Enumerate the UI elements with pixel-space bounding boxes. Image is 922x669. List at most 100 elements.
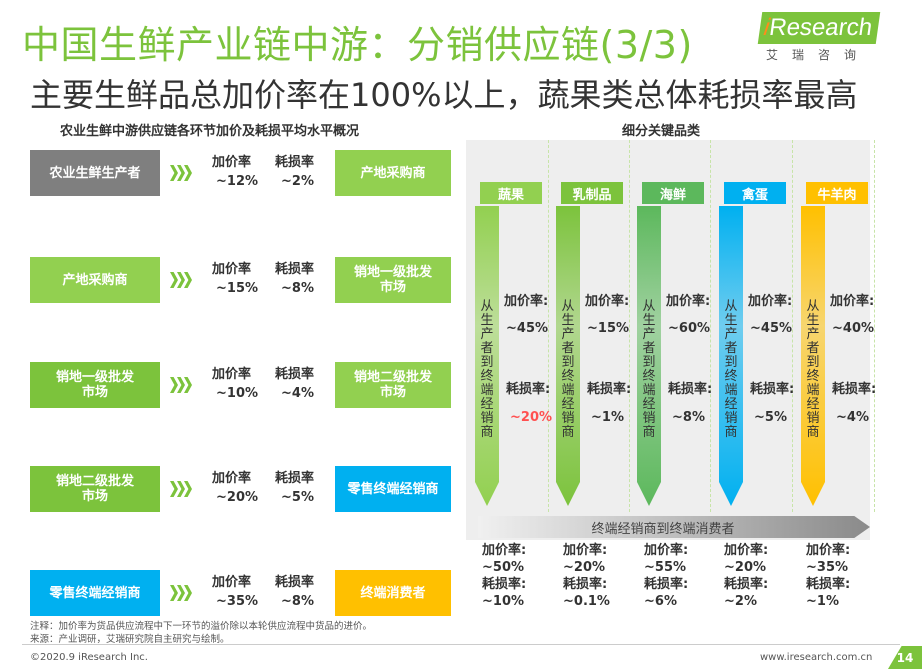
bottom-loss-label: 耗损率: <box>644 577 689 592</box>
markup-value: ~45% <box>506 321 549 336</box>
chevron-arrow-icon <box>170 377 192 393</box>
loss-value: ~5% <box>281 490 314 505</box>
stage-from-box: 零售终端经销商 <box>30 570 160 616</box>
source-text: 来源：产业调研，艾瑞研究院自主研究与绘制。 <box>30 634 230 645</box>
bottom-markup-label: 加价率: <box>563 543 608 558</box>
markup-value: ~40% <box>832 321 875 336</box>
loss-value: ~4% <box>836 410 869 425</box>
bottom-loss-label: 耗损率: <box>806 577 851 592</box>
vertical-flow-text: 从生产者到终端经销商 <box>480 299 494 440</box>
bottom-markup-value: ~35% <box>806 560 849 575</box>
page-number: 14 <box>888 646 922 669</box>
bottom-markup-value: ~50% <box>482 560 525 575</box>
column-divider <box>874 140 875 512</box>
footer-divider <box>22 644 900 645</box>
stage-to-box: 销地一级批发 市场 <box>335 257 451 303</box>
markup-label: 加价率 <box>212 575 252 590</box>
markup-label: 加价率 <box>212 262 252 277</box>
chevron-arrow-icon <box>170 165 192 181</box>
stage-from-box: 销地二级批发 市场 <box>30 466 160 512</box>
chevron-arrow-icon <box>170 272 192 288</box>
bottom-loss-value: ~2% <box>724 594 757 609</box>
logo-cn: 艾瑞咨询 <box>766 48 871 62</box>
loss-value: ~1% <box>591 410 624 425</box>
markup-label: 加价率: <box>504 294 549 309</box>
bottom-loss-label: 耗损率: <box>482 577 527 592</box>
category-label: 牛羊肉 <box>806 182 868 204</box>
loss-label: 耗损率: <box>750 382 795 397</box>
markup-value: ~15% <box>216 281 259 296</box>
page-subtitle: 主要生鲜品总加价率在100%以上，蔬果类总体耗损率最高 <box>30 76 858 114</box>
right-section-heading: 细分关键品类 <box>622 124 701 139</box>
category-arrow <box>801 206 825 506</box>
column-divider <box>792 140 793 512</box>
markup-value: ~35% <box>216 594 259 609</box>
category-label: 乳制品 <box>561 182 623 204</box>
loss-value: ~8% <box>281 281 314 296</box>
stage-from-box: 产地采购商 <box>30 257 160 303</box>
column-divider <box>548 140 549 512</box>
bottom-markup-value: ~55% <box>644 560 687 575</box>
bottom-arrow-label: 终端经销商到终端消费者 <box>591 522 735 537</box>
markup-value: ~20% <box>216 490 259 505</box>
bottom-loss-value: ~0.1% <box>563 594 610 609</box>
bottom-markup-value: ~20% <box>563 560 606 575</box>
loss-label: 耗损率 <box>275 471 315 486</box>
iresearch-logo: iResearch 艾瑞咨询 <box>757 12 881 68</box>
loss-value: ~2% <box>281 174 314 189</box>
note-text: 注释：加价率为货品供应流程中下一环节的溢价除以本轮供应流程中货品的进价。 <box>30 621 373 632</box>
markup-value: ~15% <box>587 321 630 336</box>
markup-label: 加价率: <box>830 294 875 309</box>
stage-to-box: 销地二级批发 市场 <box>335 362 451 408</box>
stage-to-box: 终端消费者 <box>335 570 451 616</box>
vertical-flow-text: 从生产者到终端经销商 <box>806 299 820 440</box>
stage-to-box: 产地采购商 <box>335 150 451 196</box>
vertical-flow-text: 从生产者到终端经销商 <box>724 299 738 440</box>
bottom-loss-value: ~1% <box>806 594 839 609</box>
category-label: 禽蛋 <box>724 182 786 204</box>
category-label: 海鲜 <box>642 182 704 204</box>
vertical-flow-text: 从生产者到终端经销商 <box>561 299 575 440</box>
category-arrow <box>719 206 743 506</box>
loss-label: 耗损率 <box>275 262 315 277</box>
markup-value: ~45% <box>750 321 793 336</box>
loss-label: 耗损率 <box>275 367 315 382</box>
stage-from-box: 销地一级批发 市场 <box>30 362 160 408</box>
loss-value: ~5% <box>754 410 787 425</box>
markup-value: ~60% <box>668 321 711 336</box>
loss-label: 耗损率: <box>506 382 551 397</box>
loss-label: 耗损率 <box>275 575 315 590</box>
markup-label: 加价率 <box>212 471 252 486</box>
markup-label: 加价率: <box>748 294 793 309</box>
loss-label: 耗损率: <box>587 382 632 397</box>
loss-label: 耗损率 <box>275 155 315 170</box>
markup-value: ~10% <box>216 386 259 401</box>
chevron-arrow-icon <box>170 481 192 497</box>
category-label: 蔬果 <box>480 182 542 204</box>
category-arrow <box>556 206 580 506</box>
chevron-arrow-icon <box>170 585 192 601</box>
category-arrow <box>637 206 661 506</box>
loss-value: ~20% <box>510 410 553 425</box>
bottom-markup-value: ~20% <box>724 560 767 575</box>
loss-label: 耗损率: <box>668 382 713 397</box>
loss-value: ~8% <box>281 594 314 609</box>
logo-text: Research <box>767 14 875 41</box>
bottom-loss-label: 耗损率: <box>563 577 608 592</box>
page-title: 中国生鲜产业链中游：分销供应链(3/3) <box>22 23 693 67</box>
loss-label: 耗损率: <box>832 382 877 397</box>
markup-value: ~12% <box>216 174 259 189</box>
loss-value: ~4% <box>281 386 314 401</box>
column-divider <box>710 140 711 512</box>
bottom-markup-label: 加价率: <box>806 543 851 558</box>
bottom-arrow <box>478 516 870 538</box>
category-arrow <box>475 206 499 506</box>
markup-label: 加价率 <box>212 155 252 170</box>
loss-value: ~8% <box>672 410 705 425</box>
footer-url: www.iresearch.com.cn <box>760 652 873 663</box>
left-section-heading: 农业生鲜中游供应链各环节加价及耗损平均水平概况 <box>60 124 360 139</box>
bottom-loss-label: 耗损率: <box>724 577 769 592</box>
bottom-markup-label: 加价率: <box>482 543 527 558</box>
bottom-loss-value: ~10% <box>482 594 525 609</box>
bottom-loss-value: ~6% <box>644 594 677 609</box>
